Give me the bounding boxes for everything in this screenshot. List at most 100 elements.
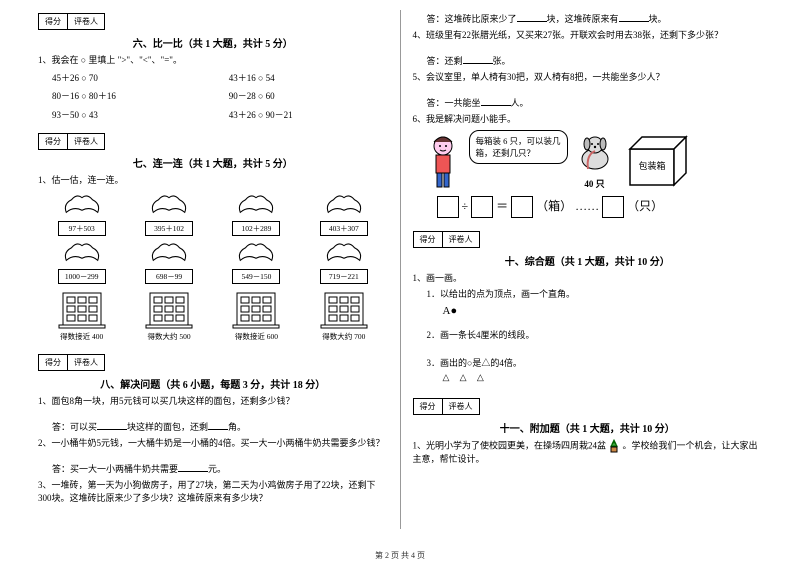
sec11-q1: 1、光明小学为了使校园更美，在操场四周栽24盆 。学校给我们一个机会，让大家出主… <box>413 439 763 467</box>
building-label: 得数接近 600 <box>231 331 281 342</box>
text: 块，这堆砖原来有 <box>547 14 619 24</box>
hand-item: 102＋289 <box>213 191 300 236</box>
bubble-text: 箱，还剩几只？ <box>476 147 561 159</box>
box-icon: 包装箱 <box>622 133 692 189</box>
point-a: A● <box>413 305 763 317</box>
sec8-q1-answer: 答：可以买 块这样的面包，还剩 角。 <box>38 420 388 435</box>
compare-grid: 45＋26 ○ 70 43＋16 ○ 54 80－16 ○ 80＋16 90－2… <box>38 70 388 125</box>
hand-item: 395＋102 <box>125 191 212 236</box>
hand-item: 719－221 <box>300 239 387 284</box>
eq-blank[interactable] <box>602 196 624 218</box>
expr-box: 698－99 <box>145 269 193 284</box>
sec8-q4-answer: 答：还剩张。 <box>413 54 763 69</box>
blank[interactable] <box>619 12 649 22</box>
score-label: 得分 <box>39 14 68 29</box>
grader-label: 评卷人 <box>68 14 104 29</box>
sec8-q1: 1、面包8角一块，用5元钱可以买几块这样的面包，还剩多少钱？ <box>38 395 388 409</box>
blank[interactable] <box>517 12 547 22</box>
section-11-title: 十一、附加题（共 1 大题，共计 10 分） <box>413 420 763 435</box>
score-box: 得分 评卷人 <box>38 354 105 371</box>
sec8-q2: 2、一小桶牛奶5元钱，一大桶牛奶是一小桶的4倍。买一大一小两桶牛奶共需要多少钱？ <box>38 437 388 451</box>
grader-label: 评卷人 <box>68 355 104 370</box>
section-6-title: 六、比一比（共 1 大题，共计 5 分） <box>38 35 388 50</box>
dove-icon <box>148 191 190 219</box>
building-item: 得数接近 400 <box>57 287 107 342</box>
hand-item: 698－99 <box>125 239 212 284</box>
compare-item: 93－50 ○ 43 <box>52 109 211 123</box>
text: 1、光明小学为了使校园更美，在操场四周栽24盆 <box>413 441 607 451</box>
sec8-q5: 5、会议室里，单人椅有30把，双人椅有8把，一共能坐多少人？ <box>413 71 763 85</box>
dove-icon <box>61 191 103 219</box>
dove-icon <box>323 191 365 219</box>
building-row: 得数接近 400 得数大约 500 <box>38 287 388 342</box>
blank[interactable] <box>463 54 493 64</box>
eq-blank[interactable] <box>511 196 533 218</box>
dove-icon <box>148 239 190 267</box>
text: 块这样的面包，还剩 <box>127 422 208 432</box>
dots: …… <box>575 199 599 213</box>
expr-box: 395＋102 <box>145 221 193 236</box>
equation-line: ÷ ＝ （箱） …… （只） <box>413 196 763 218</box>
blank[interactable] <box>481 96 511 106</box>
text: 答：一共能坐 <box>427 98 481 108</box>
score-box: 得分 评卷人 <box>38 13 105 30</box>
sec8-q3: 3、一堆砖，第一天为小狗做房子，用了27块，第二天为小鸡做房子用了22块，还剩下… <box>38 479 388 506</box>
text: 答：可以买 <box>52 422 97 432</box>
text: 人。 <box>511 98 529 108</box>
compare-item: 43＋16 ○ 54 <box>229 72 388 86</box>
grader-label: 评卷人 <box>443 232 479 247</box>
sec8-q2-answer: 答：买一大一小两桶牛奶共需要元。 <box>38 462 388 477</box>
page-footer: 第 2 页 共 4 页 <box>0 550 800 561</box>
building-label: 得数大约 700 <box>319 331 369 342</box>
sec10-q1: 1、画一画。 <box>413 272 763 286</box>
compare-item: 90－28 ○ 60 <box>229 90 388 104</box>
blank[interactable] <box>178 462 208 472</box>
section-8-title: 八、解决问题（共 6 小题，每题 3 分，共计 18 分） <box>38 376 388 391</box>
building-icon <box>319 287 369 329</box>
grader-label: 评卷人 <box>68 134 104 149</box>
text: 答：买一大一小两桶牛奶共需要 <box>52 464 178 474</box>
right-column: 答：这堆砖比原来少了块，这堆砖原来有块。 4、班级里有22张腊光纸，又买来27张… <box>405 10 771 529</box>
hand-item: 403＋307 <box>300 191 387 236</box>
sec10-q1-2: 2．画一条长4厘米的线段。 <box>413 329 763 343</box>
sec8-q4: 4、班级里有22张腊光纸，又买来27张。开联欢会时用去38张，还剩下多少张？ <box>413 29 763 43</box>
hand-row-1: 97＋503 395＋102 102＋289 403＋307 <box>38 191 388 236</box>
column-divider <box>400 10 401 529</box>
expr-box: 549－150 <box>232 269 280 284</box>
unit-box: （箱） <box>536 199 572 213</box>
blank[interactable] <box>97 420 127 430</box>
dove-icon <box>235 191 277 219</box>
text: 角。 <box>228 422 246 432</box>
triangle-row: △ △ △ <box>413 372 763 383</box>
hand-item: 97＋503 <box>38 191 125 236</box>
score-box: 得分 评卷人 <box>413 231 480 248</box>
building-icon <box>57 287 107 329</box>
expr-box: 97＋503 <box>58 221 106 236</box>
compare-item: 43＋26 ○ 90－21 <box>229 109 388 123</box>
toy-dog-icon <box>574 133 616 175</box>
sec10-q1-1: 1．以给出的点为顶点，画一个直角。 <box>413 288 763 302</box>
expr-box: 403＋307 <box>320 221 368 236</box>
blank[interactable] <box>208 420 228 430</box>
text: 张。 <box>493 56 511 66</box>
expr-box: 719－221 <box>320 269 368 284</box>
flower-pot-icon <box>608 439 620 453</box>
equals-sign: ＝ <box>496 199 511 213</box>
section-10-title: 十、综合题（共 1 大题，共计 10 分） <box>413 253 763 268</box>
illustration-row: 每箱装 6 只，可以装几 箱，还剩几只？ 40 只 <box>413 132 763 190</box>
compare-item: 80－16 ○ 80＋16 <box>52 90 211 104</box>
expr-box: 102＋289 <box>232 221 280 236</box>
eq-blank[interactable] <box>437 196 459 218</box>
sec6-q1: 1、我会在 ○ 里填上 ">"、"<"、"="。 <box>38 54 388 68</box>
score-label: 得分 <box>414 232 443 247</box>
hand-item: 549－150 <box>213 239 300 284</box>
eq-blank[interactable] <box>471 196 493 218</box>
building-item: 得数大约 700 <box>319 287 369 342</box>
score-box: 得分 评卷人 <box>38 133 105 150</box>
sec10-q1-3: 3．画出的○是△的4倍。 <box>413 357 763 371</box>
divide-sign: ÷ <box>462 199 472 213</box>
sec8-q5-answer: 答：一共能坐 人。 <box>413 96 763 111</box>
building-icon <box>231 287 281 329</box>
building-icon <box>144 287 194 329</box>
building-label: 得数接近 400 <box>57 331 107 342</box>
